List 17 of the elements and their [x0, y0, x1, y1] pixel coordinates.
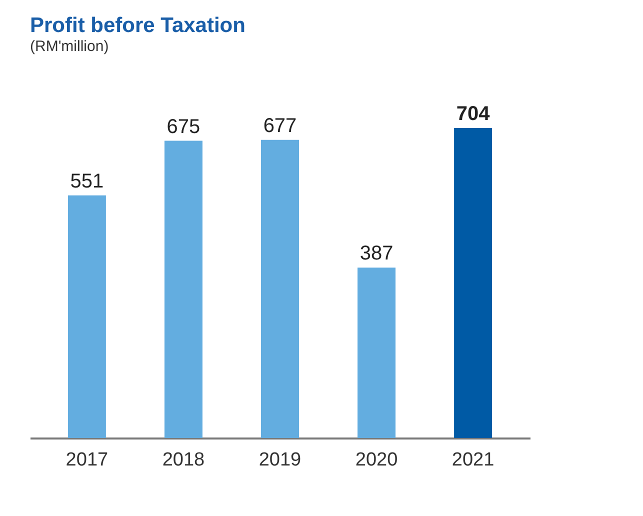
- bar: [164, 140, 202, 438]
- chart-subtitle: (RM'million): [30, 38, 109, 55]
- data-label: 675: [166, 116, 200, 138]
- x-tick-label: 2021: [452, 450, 494, 470]
- x-tick-label: 2017: [66, 450, 108, 470]
- bar: [261, 140, 299, 438]
- data-label: 387: [360, 242, 394, 265]
- bar: [68, 195, 106, 438]
- bar: [454, 128, 492, 438]
- x-tick-label: 2018: [162, 450, 205, 470]
- bar: [358, 268, 396, 438]
- data-label: 551: [70, 170, 104, 192]
- data-label: 704: [456, 103, 491, 125]
- chart-title: Profit before Taxation: [30, 14, 246, 37]
- x-tick-label: 2020: [355, 450, 398, 470]
- x-tick-label: 2019: [258, 450, 302, 470]
- data-label: 677: [263, 114, 297, 137]
